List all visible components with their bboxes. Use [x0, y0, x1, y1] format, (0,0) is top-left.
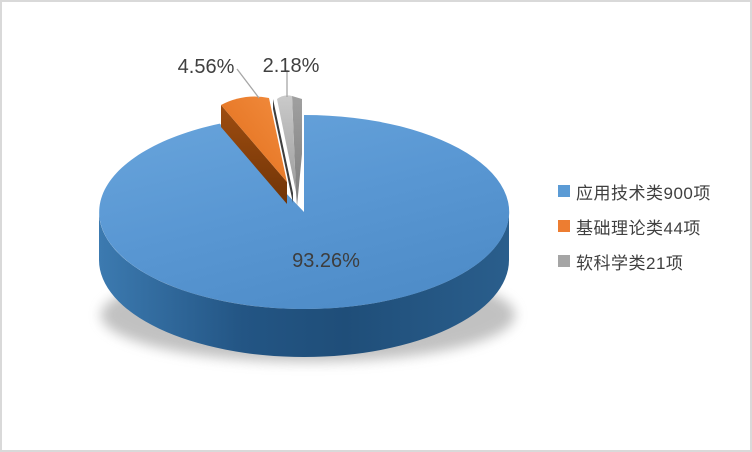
legend-swatch-soft-science-icon — [558, 255, 570, 267]
pie-slice-applied-technology-side — [99, 212, 509, 357]
legend-swatch-applied-technology-icon — [558, 185, 570, 197]
leader-line-basic-theory — [236, 68, 260, 99]
legend-item-basic-theory[interactable]: 基础理论类44项 — [558, 216, 711, 238]
legend-label-applied-technology: 应用技术类900项 — [576, 183, 711, 203]
legend-item-soft-science[interactable]: 软科学类21项 — [558, 251, 711, 273]
data-label-soft-science: 2.18% — [263, 55, 320, 77]
pie-slice-basic-theory[interactable] — [221, 96, 287, 182]
legend-label-basic-theory: 基础理论类44项 — [576, 218, 701, 238]
legend-swatch-basic-theory-icon — [558, 220, 570, 232]
legend-label-soft-science: 软科学类21项 — [576, 253, 684, 273]
pie-slice-soft-science[interactable] — [277, 95, 296, 192]
pie-slice-soft-science-side — [292, 96, 302, 206]
data-label-applied-technology: 93.26% — [292, 250, 360, 272]
legend-item-applied-technology[interactable]: 应用技术类900项 — [558, 181, 711, 203]
pie-slice-soft-science-shadow-face — [273, 99, 293, 203]
pie-slice-basic-theory-side — [221, 105, 287, 204]
data-label-basic-theory: 4.56% — [178, 56, 235, 78]
pie-slice-applied-technology[interactable] — [99, 114, 510, 309]
legend: 应用技术类900项 基础理论类44项 软科学类21项 — [558, 181, 711, 273]
